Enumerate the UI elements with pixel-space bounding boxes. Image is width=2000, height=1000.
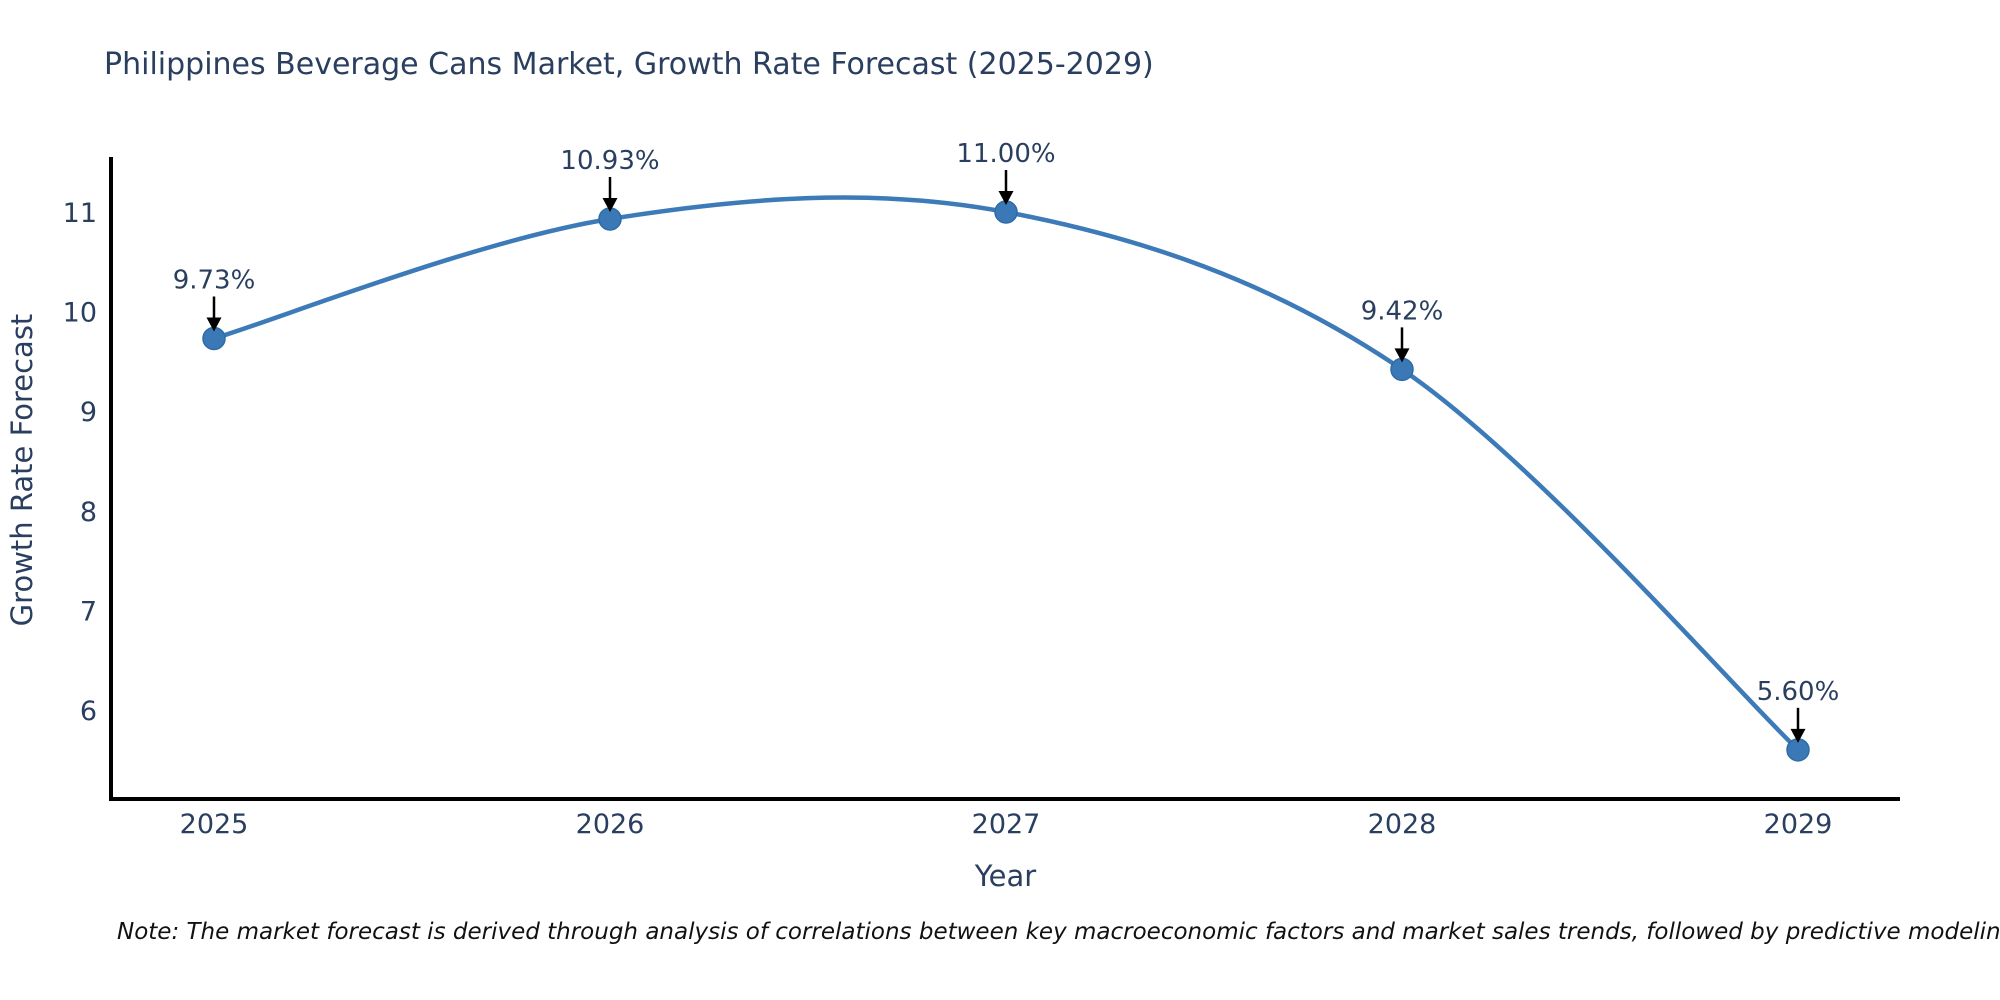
- annotation-arrowhead: [602, 197, 618, 212]
- x-axis-title: Year: [974, 859, 1036, 893]
- y-tick-label: 8: [80, 497, 97, 528]
- annotation-label: 5.60%: [1757, 677, 1840, 707]
- x-tick-label: 2027: [972, 809, 1041, 840]
- y-tick-label: 10: [63, 298, 97, 329]
- forecast-line: [211, 195, 1801, 753]
- y-tick-label: 9: [80, 397, 97, 428]
- annotation-arrowhead: [1790, 728, 1806, 743]
- annotation-arrowhead: [998, 191, 1014, 205]
- y-tick-label: 11: [63, 198, 97, 229]
- y-tick-label: 7: [80, 596, 97, 627]
- annotation-arrowhead: [206, 317, 222, 332]
- annotation-label: 9.73%: [173, 265, 256, 295]
- x-tick-label: 2026: [576, 809, 645, 840]
- y-axis-title: Growth Rate Forecast: [5, 314, 39, 627]
- y-tick-label: 6: [80, 696, 97, 727]
- annotation-arrowhead: [1394, 348, 1410, 363]
- x-tick-label: 2025: [180, 809, 249, 840]
- annotation-label: 11.00%: [956, 139, 1055, 169]
- footnote-text: Note: The market forecast is derived thr…: [117, 919, 2000, 945]
- x-tick-label: 2028: [1368, 809, 1437, 840]
- chart-title: Philippines Beverage Cans Market, Growth…: [104, 47, 1154, 82]
- annotation-label: 9.42%: [1361, 296, 1444, 326]
- annotation-label: 10.93%: [560, 146, 659, 176]
- x-tick-label: 2029: [1764, 809, 1833, 840]
